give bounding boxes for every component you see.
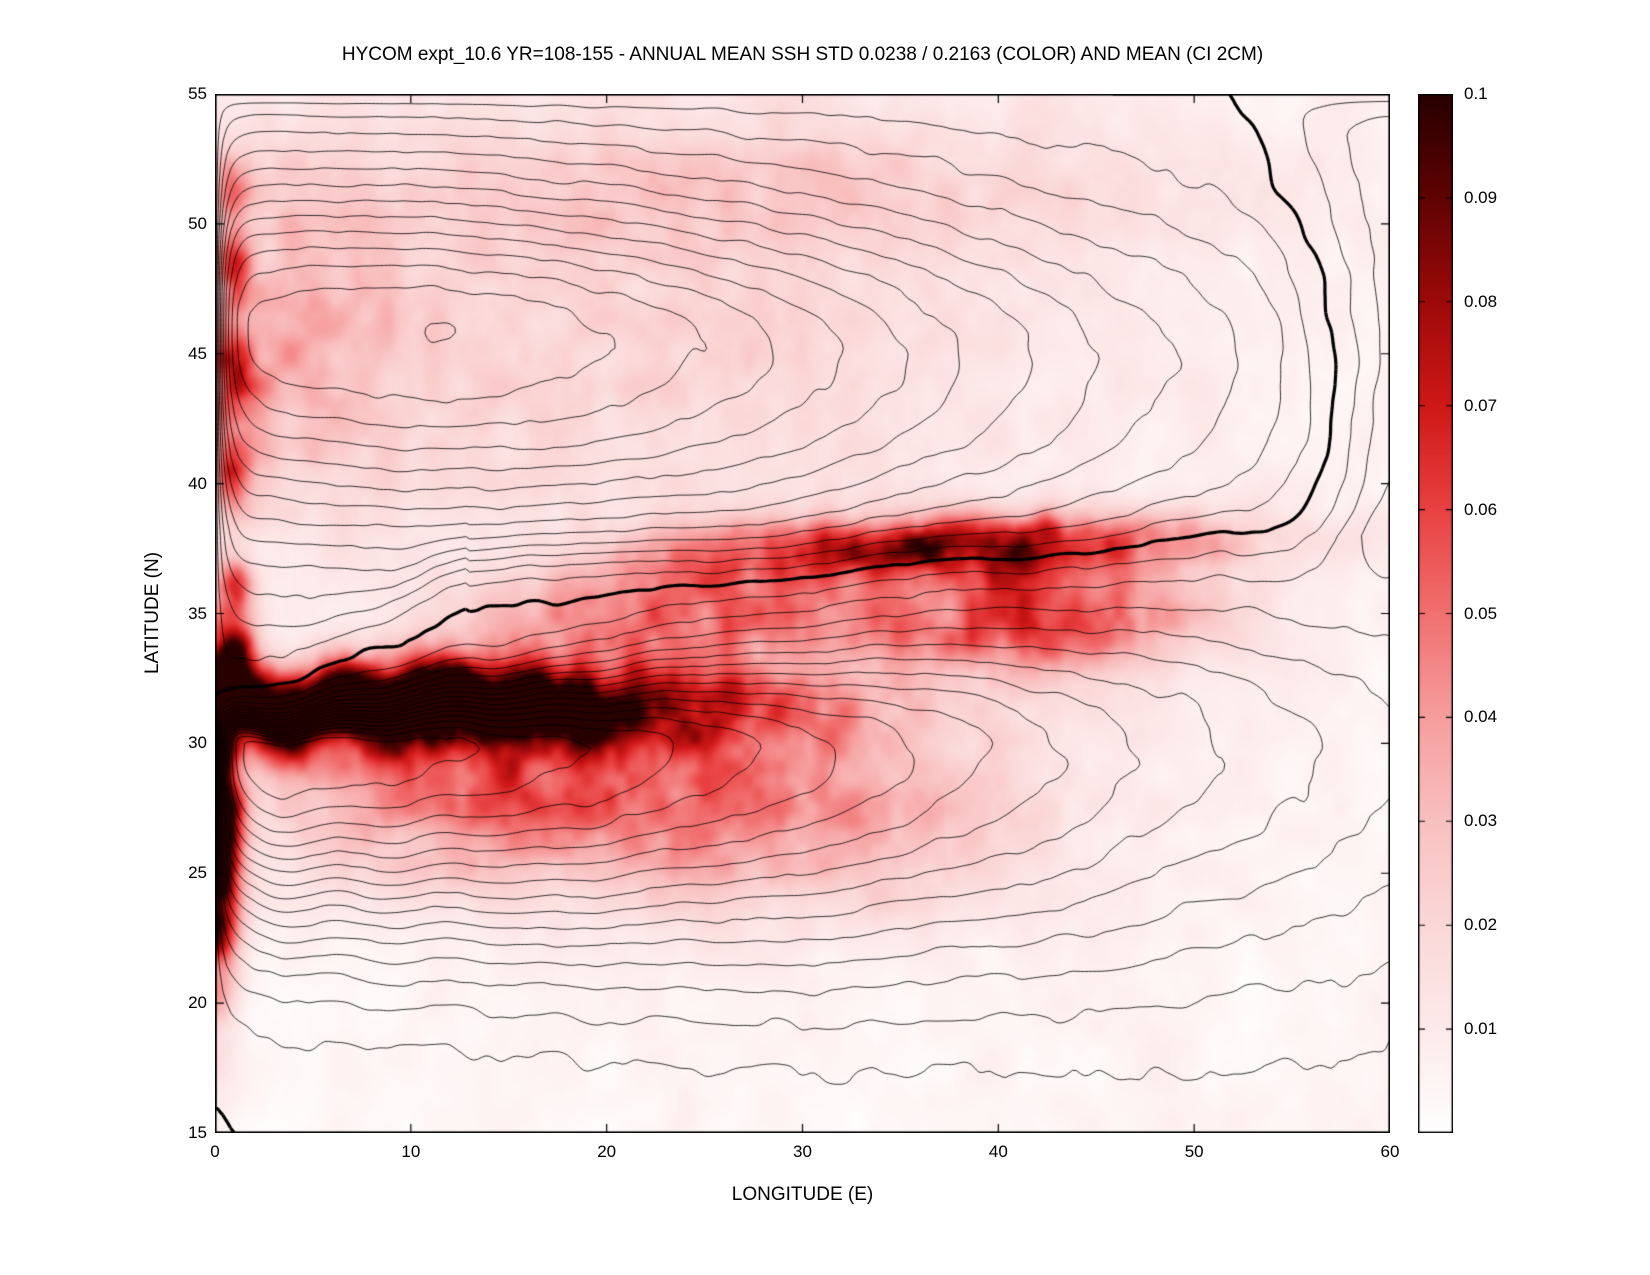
colorbar-tick-label: 0.09 [1464,187,1498,207]
x-tick-label: 10 [401,1142,421,1161]
colorbar-tick-label: 0.01 [1464,1019,1498,1039]
y-tick-label: 45 [188,343,207,363]
ssh-std-map-canvas [215,94,1390,1133]
colorbar-tick-label: 0.04 [1464,707,1498,727]
y-tick-label: 30 [188,733,207,753]
y-axis-label: LATITUDE (N) [142,551,163,675]
x-axis-label: LONGITUDE (E) [731,1184,874,1205]
colorbar-tick-label: 0.03 [1464,811,1498,831]
y-tick-label: 40 [188,473,207,493]
y-tick-label: 55 [188,84,207,103]
colorbar-tick-label: 0.07 [1464,395,1498,415]
colorbar-tick-label: 0.02 [1464,915,1498,935]
y-tick-label: 50 [188,213,207,233]
y-tick-label: 25 [188,863,207,883]
x-tick-label: 30 [793,1142,812,1161]
colorbar-tick-label: 0.1 [1464,84,1488,103]
x-tick-label: 40 [988,1142,1008,1161]
colorbar-tick-label: 0.08 [1464,291,1498,311]
y-tick-label: 35 [188,603,207,623]
colorbar-tick-label: 0.06 [1464,499,1498,519]
y-tick-label: 20 [188,993,207,1013]
y-tick-label: 15 [188,1123,207,1142]
x-tick-label: 50 [1184,1142,1204,1161]
x-tick-label: 0 [210,1142,220,1161]
colorbar-canvas [1418,94,1453,1133]
x-tick-label: 20 [597,1142,617,1161]
x-tick-label: 60 [1380,1142,1400,1161]
figure-title: HYCOM expt_10.6 YR=108-155 - ANNUAL MEAN… [341,44,1264,65]
colorbar-tick-label: 0.05 [1464,603,1498,623]
